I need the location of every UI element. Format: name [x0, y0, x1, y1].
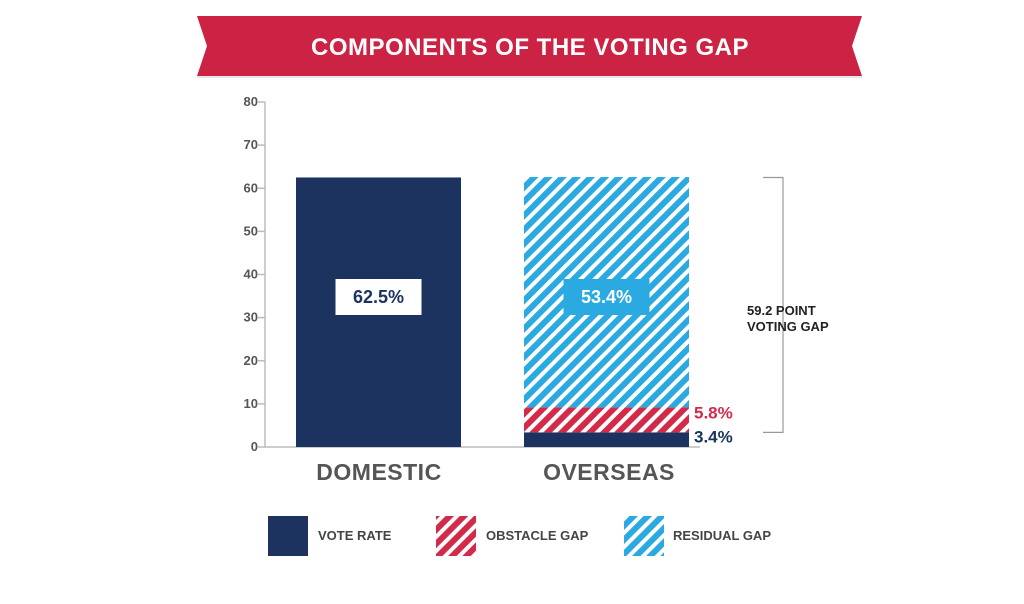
- chart-title: COMPONENTS OF THE VOTING GAP: [311, 34, 749, 61]
- y-tick-label: 10: [244, 396, 258, 411]
- category-label-domestic: DOMESTIC: [316, 459, 441, 485]
- value-box-overseas-residual: [563, 279, 650, 315]
- bar-overseas-vote-rate: [524, 432, 689, 447]
- voting-gap-bracket: 59.2 POINT VOTING GAP: [747, 176, 829, 433]
- legend-label-residual-gap: RESIDUAL GAP: [673, 528, 771, 543]
- y-tick-label: 20: [244, 353, 258, 368]
- gap-annotation-line2: VOTING GAP: [747, 319, 829, 334]
- legend-swatch-vote-rate: [268, 516, 308, 556]
- y-tick-label: 30: [244, 310, 258, 325]
- y-tick-label: 80: [244, 94, 258, 109]
- y-tick-label: 60: [244, 180, 258, 195]
- legend-swatch-obstacle-gap: [436, 516, 476, 556]
- y-tick-label: 0: [251, 439, 258, 454]
- y-tick-label: 70: [244, 137, 258, 152]
- legend: VOTE RATE OBSTACLE GAP RESIDUAL GAP: [268, 516, 771, 556]
- bar-labels: 62.5% 53.4% 5.8% 3.4%: [335, 279, 733, 446]
- title-ribbon: [197, 16, 862, 76]
- legend-label-obstacle-gap: OBSTACLE GAP: [486, 528, 589, 543]
- value-label-overseas-vote-rate: 3.4%: [694, 427, 733, 446]
- gap-annotation-line1: 59.2 POINT: [747, 303, 816, 318]
- legend-swatch-residual-gap: [624, 516, 664, 556]
- y-tick-label: 50: [244, 223, 258, 238]
- legend-label-vote-rate: VOTE RATE: [318, 528, 392, 543]
- value-label-overseas-obstacle-gap: 5.8%: [694, 403, 733, 422]
- value-box-domestic: [335, 279, 422, 315]
- category-label-overseas: OVERSEAS: [543, 459, 675, 485]
- title-banner: COMPONENTS OF THE VOTING GAP: [197, 16, 862, 78]
- value-label-overseas-residual-gap: 53.4%: [581, 287, 632, 307]
- y-axis-ticks: 0 10 20 30 40 50 60 70 80: [244, 94, 265, 454]
- value-label-domestic-vote-rate: 62.5%: [353, 287, 404, 307]
- bracket-line: [763, 176, 784, 433]
- bar-overseas-obstacle-gap: [524, 407, 689, 433]
- y-tick-label: 40: [244, 267, 258, 282]
